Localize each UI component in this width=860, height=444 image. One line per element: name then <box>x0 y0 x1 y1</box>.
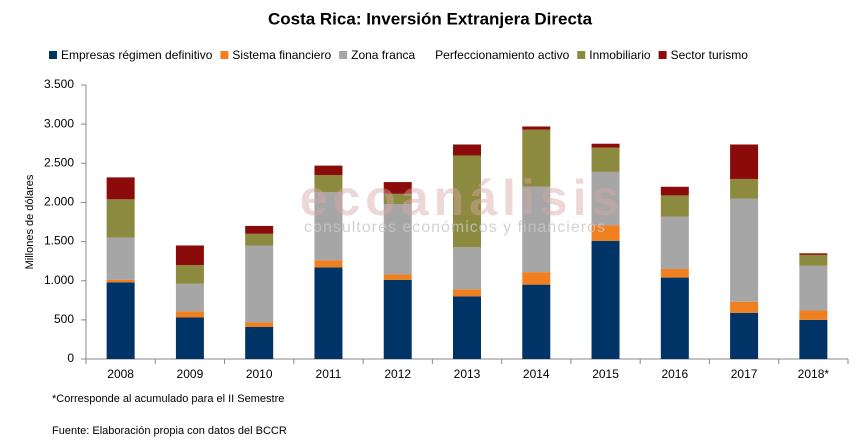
bar-segment <box>730 301 759 313</box>
x-tick-label: 2015 <box>592 367 619 381</box>
bar-segment <box>453 144 481 156</box>
bar-segment <box>245 225 274 234</box>
y-tick-label: 3.500 <box>44 77 74 91</box>
bar-segment <box>106 282 135 359</box>
bar-segment <box>660 195 689 217</box>
bar-segment <box>314 260 343 268</box>
bar-segment <box>453 289 481 297</box>
y-tick-label: 3.000 <box>44 116 74 130</box>
y-tick-label: 1.500 <box>44 234 74 248</box>
bar-segment <box>314 165 343 176</box>
bar-segment <box>106 279 135 283</box>
bar-segment <box>730 178 759 199</box>
bar-segment <box>453 296 481 359</box>
legend-swatch <box>658 51 667 59</box>
bar-segment <box>245 326 274 359</box>
y-tick-label: 2.000 <box>44 195 74 209</box>
y-tick-label: 1.000 <box>44 273 74 287</box>
bar-segment <box>730 198 759 302</box>
legend-swatch <box>577 51 586 59</box>
legend-label: Inmobiliario <box>589 48 651 62</box>
legend-label: Zona franca <box>351 48 415 62</box>
bar-segment <box>799 253 828 255</box>
y-tick-label: 2.500 <box>44 155 74 169</box>
x-tick-label: 2018* <box>798 367 830 381</box>
bar-segment <box>383 279 412 359</box>
bar-segment <box>175 283 204 312</box>
y-tick-label: 0 <box>67 351 74 365</box>
bar-segment <box>175 245 204 266</box>
legend-label: Perfeccionamiento activo <box>435 48 569 62</box>
x-tick-label: 2008 <box>107 367 134 381</box>
x-tick-label: 2016 <box>661 367 688 381</box>
watermark: ecoanálisis <box>300 170 625 226</box>
bar-segment <box>453 155 481 248</box>
bar-segment <box>660 268 689 278</box>
bar-segment <box>106 237 135 280</box>
legend-label: Sector turismo <box>671 48 749 62</box>
bar-segment <box>660 277 689 359</box>
bar-segment <box>453 247 481 290</box>
legend-swatch <box>339 51 348 59</box>
bar-segment <box>522 284 551 359</box>
chart-title: Costa Rica: Inversión Extranjera Directa <box>268 9 593 28</box>
bar-segment <box>591 147 620 172</box>
legend-swatch <box>49 51 57 59</box>
bar-segment <box>383 193 412 204</box>
y-axis-label: Millones de dólares <box>24 174 36 269</box>
bar-segment <box>799 254 828 266</box>
bar-segment <box>314 267 343 359</box>
bar-segment <box>591 240 620 359</box>
bar-segment <box>591 225 620 241</box>
watermark-subtitle: consultores económicos y financieros <box>304 219 606 236</box>
bar-segment <box>522 126 551 130</box>
bar-segment <box>799 319 828 359</box>
x-tick-label: 2017 <box>731 367 758 381</box>
bar-segment <box>106 199 135 238</box>
bar-segment <box>730 312 759 359</box>
bar-segment <box>522 186 551 273</box>
bar-segment <box>660 216 689 269</box>
bar-segment <box>245 322 274 327</box>
y-tick-label: 500 <box>54 312 74 326</box>
bar-segment <box>383 274 412 280</box>
x-tick-label: 2013 <box>454 367 481 381</box>
bar-segment <box>383 182 412 194</box>
bar-segment <box>591 143 620 148</box>
bar-segment <box>522 129 551 187</box>
legend-label: Sistema financiero <box>232 48 331 62</box>
note: Fuente: Elaboración propia con datos del… <box>52 425 287 437</box>
bar-segment <box>245 245 274 323</box>
x-tick-label: 2010 <box>246 367 273 381</box>
bar-segment <box>175 311 204 318</box>
bar-segment <box>245 233 274 246</box>
x-tick-label: 2009 <box>177 367 204 381</box>
bar-segment <box>175 317 204 359</box>
bar-segment <box>730 144 759 179</box>
bar-segment <box>106 177 135 200</box>
bar-segment <box>591 171 620 226</box>
bar-segment <box>175 265 204 284</box>
legend-swatch <box>220 51 229 59</box>
x-tick-label: 2011 <box>316 367 342 381</box>
bar-segment <box>383 203 412 275</box>
legend-label: Empresas régimen definitivo <box>61 48 213 62</box>
bar-segment <box>799 265 828 311</box>
bar-segment <box>522 272 551 285</box>
x-tick-label: 2014 <box>523 367 550 381</box>
note: *Corresponde al acumulado para el II Sem… <box>52 393 284 405</box>
bar-segment <box>660 186 689 196</box>
x-tick-label: 2012 <box>384 367 411 381</box>
bar-segment <box>314 175 343 193</box>
legend-swatch <box>423 51 432 59</box>
bar-segment <box>314 192 343 261</box>
bar-segment <box>799 310 828 320</box>
